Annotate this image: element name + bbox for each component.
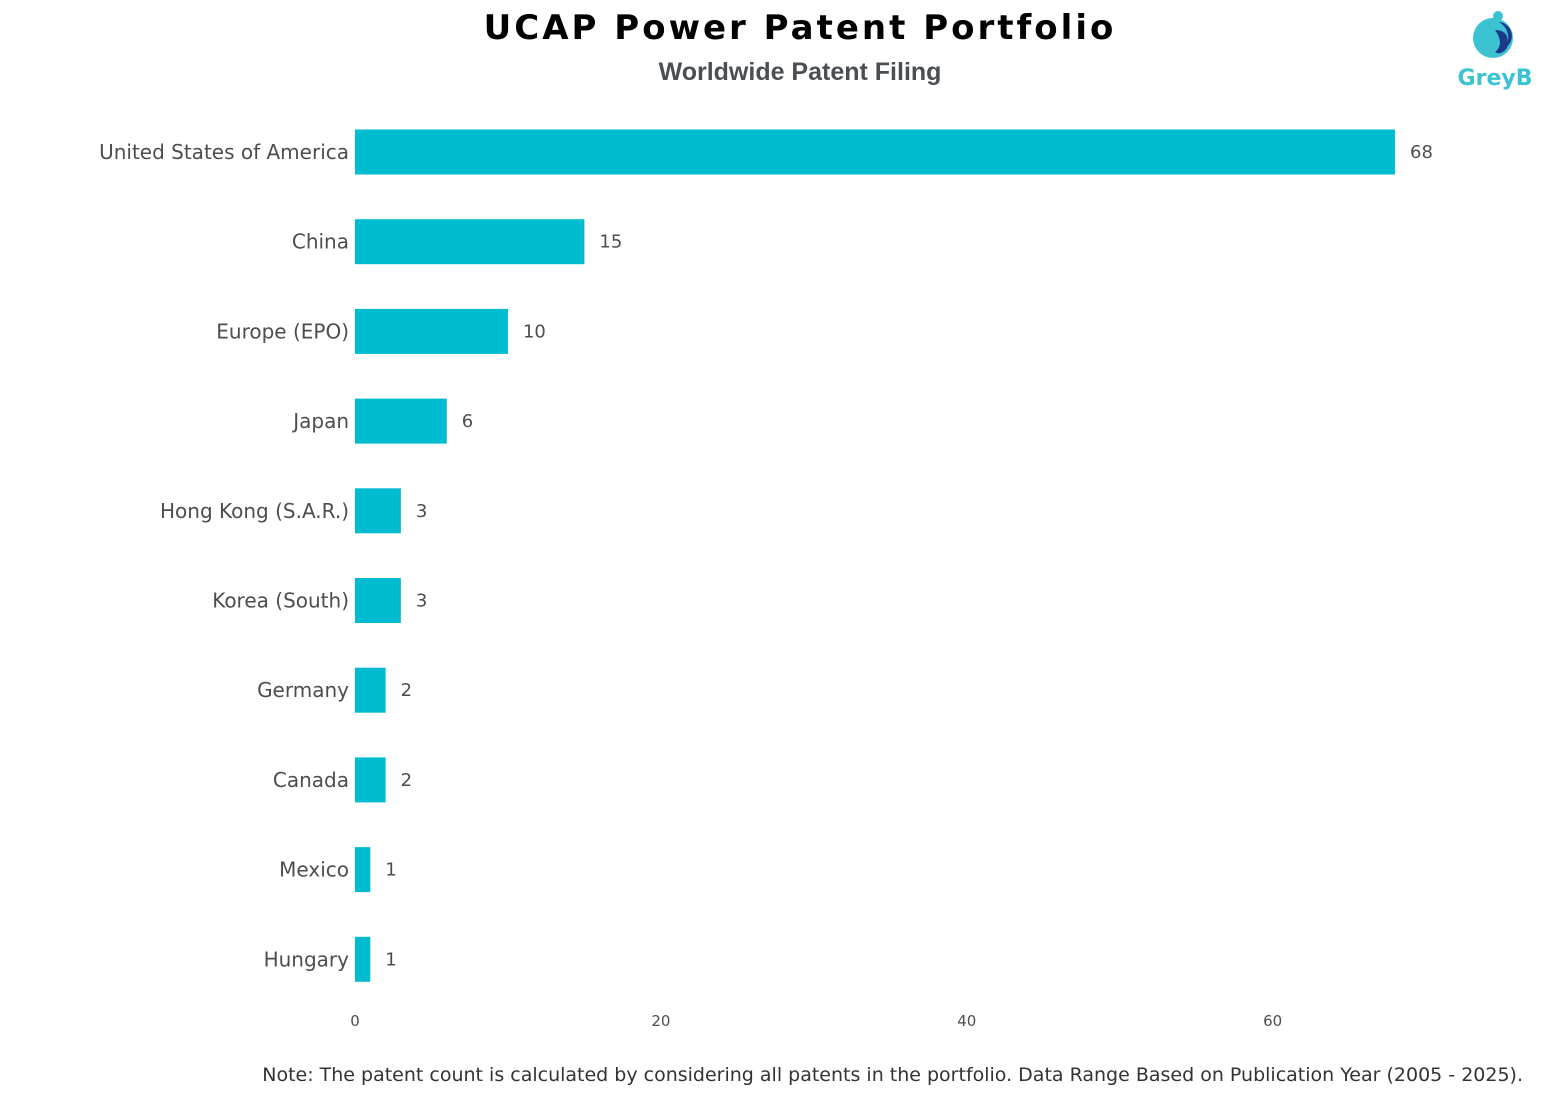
x-tick-label-2: 40 (957, 1012, 976, 1030)
category-labels: United States of America China Europe (EPO… (99, 140, 349, 971)
category-label-6: Germany (257, 678, 349, 702)
value-label-3: 6 (462, 411, 473, 432)
category-label-9: Hungary (264, 947, 350, 971)
bar-8 (355, 847, 371, 893)
bar-0 (355, 129, 1395, 175)
bar-4 (355, 488, 401, 534)
value-label-1: 15 (599, 232, 622, 253)
category-label-0: United States of America (99, 140, 349, 164)
greyb-logo-icon (1473, 11, 1513, 58)
value-label-7: 2 (401, 770, 412, 791)
value-label-5: 3 (416, 591, 427, 612)
x-tick-label-0: 0 (350, 1012, 360, 1030)
greyb-logo-text: GreyB (1457, 66, 1533, 91)
category-label-2: Europe (EPO) (216, 319, 349, 343)
greyb-logo: GreyB (1455, 8, 1535, 98)
x-tick-label-3: 60 (1263, 1012, 1282, 1030)
value-label-4: 3 (416, 501, 427, 522)
value-label-6: 2 (401, 680, 412, 701)
bar-2 (355, 308, 508, 354)
chart-title: UCAP Power Patent Portfolio (483, 8, 1117, 48)
x-tick-label-1: 20 (651, 1012, 670, 1030)
value-label-8: 1 (385, 860, 396, 881)
x-axis-ticks: 0 20 40 60 (350, 1012, 1282, 1030)
bar-9 (355, 936, 371, 982)
value-label-0: 68 (1410, 142, 1433, 163)
category-label-8: Mexico (279, 858, 349, 882)
bar-3 (355, 398, 447, 444)
category-label-1: China (292, 230, 349, 254)
bar-7 (355, 757, 386, 803)
bars-group (355, 129, 1395, 982)
category-label-5: Korea (South) (212, 589, 349, 613)
value-label-2: 10 (523, 321, 546, 342)
category-label-7: Canada (273, 768, 349, 792)
footnote: Note: The patent count is calculated by … (262, 1064, 1523, 1086)
bar-6 (355, 667, 386, 713)
bar-chart: United States of America China Europe (EPO… (99, 129, 1433, 1030)
bar-1 (355, 219, 585, 265)
value-label-9: 1 (385, 949, 396, 970)
value-labels: 68 15 10 6 3 3 2 2 1 1 (385, 142, 1433, 970)
category-label-3: Japan (291, 409, 349, 433)
bar-5 (355, 578, 401, 623)
category-label-4: Hong Kong (S.A.R.) (160, 499, 349, 523)
chart-subtitle: Worldwide Patent Filing (658, 58, 942, 86)
